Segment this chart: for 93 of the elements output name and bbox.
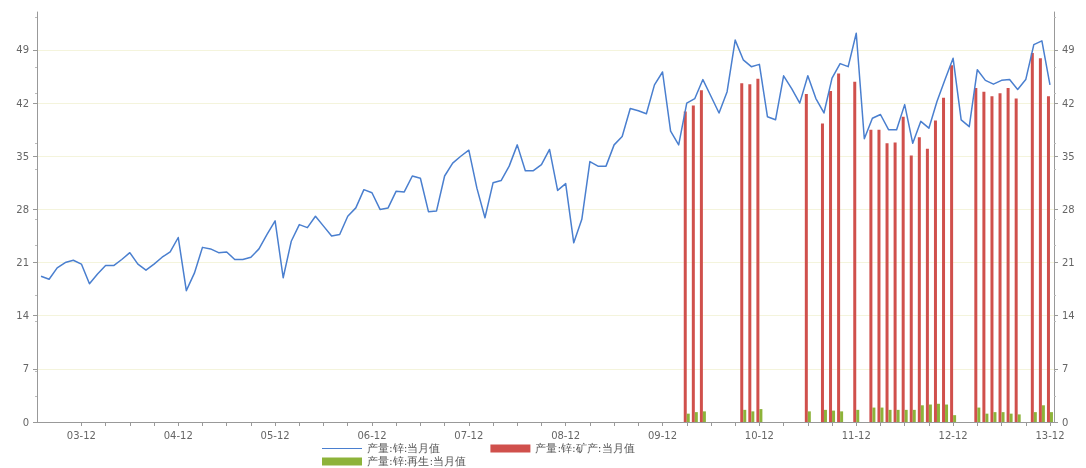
x-tick-label: 10-12 — [744, 429, 774, 441]
y2-tick-label: 35 — [1062, 150, 1075, 162]
bar — [912, 409, 916, 422]
y2-tick-label: 21 — [1062, 257, 1075, 269]
bar — [877, 129, 881, 422]
bar — [702, 411, 706, 422]
bar — [953, 415, 957, 422]
bar — [699, 90, 703, 422]
bar — [691, 105, 695, 422]
bar — [807, 411, 811, 422]
bar — [993, 412, 997, 422]
bar — [977, 407, 981, 422]
bar — [694, 412, 698, 422]
bar — [872, 407, 876, 422]
y2-tick-label: 42 — [1062, 97, 1075, 109]
y-tick-label: 42 — [16, 97, 29, 109]
y-tick-label: 35 — [16, 150, 29, 162]
bar — [904, 409, 908, 422]
bar — [740, 83, 744, 422]
bar — [909, 155, 913, 422]
bar — [832, 410, 836, 422]
x-tick-label: 09-12 — [648, 429, 678, 441]
bar — [856, 409, 860, 422]
bar — [1041, 405, 1045, 422]
y-tick-label: 14 — [16, 310, 29, 322]
legend-label: 产量:锌:矿产:当月值 — [535, 442, 635, 455]
bar — [901, 116, 905, 422]
bar — [1038, 58, 1042, 422]
bar — [942, 97, 946, 422]
legend-label: 产量:锌:当月值 — [367, 442, 441, 455]
bar — [982, 91, 986, 422]
bar — [925, 148, 929, 422]
x-tick-label: 13-12 — [1035, 429, 1065, 441]
bar — [1033, 412, 1037, 422]
bar — [820, 123, 824, 422]
bar — [869, 129, 873, 422]
bar — [893, 142, 897, 422]
x-tick-label: 08-12 — [551, 429, 581, 441]
y2-tick-label: 49 — [1062, 44, 1075, 56]
bar — [945, 404, 949, 422]
bar — [998, 93, 1002, 422]
bar — [759, 409, 763, 422]
x-tick-label: 05-12 — [260, 429, 290, 441]
y2-tick-label: 28 — [1062, 203, 1075, 215]
bar — [885, 143, 889, 422]
x-tick-label: 06-12 — [357, 429, 387, 441]
bar — [1014, 98, 1018, 422]
bar — [950, 65, 954, 422]
bar — [936, 403, 940, 422]
bar — [683, 111, 687, 422]
x-tick-label: 04-12 — [163, 429, 193, 441]
bar — [837, 73, 841, 422]
bar — [853, 81, 857, 422]
bar — [829, 90, 833, 422]
bar — [756, 78, 760, 422]
legend-label: 产量:锌:再生:当月值 — [367, 455, 467, 468]
y2-tick-label: 0 — [1062, 416, 1069, 428]
bar — [748, 84, 752, 422]
bar — [974, 87, 978, 422]
y-tick-label: 21 — [16, 257, 29, 269]
bar — [880, 407, 884, 422]
bar — [933, 120, 937, 422]
y-tick-label: 7 — [22, 363, 29, 375]
bar — [751, 411, 755, 422]
bar — [686, 413, 690, 422]
bar — [928, 404, 932, 422]
bar — [743, 409, 747, 422]
bar — [1009, 413, 1013, 422]
y-tick-label: 0 — [22, 416, 29, 428]
bar — [1006, 87, 1010, 422]
bar — [823, 409, 827, 422]
bar — [896, 409, 900, 422]
x-tick-label: 11-12 — [841, 429, 871, 441]
bar — [1049, 412, 1053, 422]
bar — [920, 405, 924, 422]
bar — [985, 413, 989, 422]
x-tick-label: 03-12 — [66, 429, 96, 441]
bar — [888, 409, 892, 422]
bar — [990, 96, 994, 422]
bar — [804, 94, 808, 422]
x-tick-label: 07-12 — [454, 429, 484, 441]
line-series — [40, 32, 1051, 292]
bar — [1017, 414, 1021, 422]
y-tick-label: 28 — [16, 203, 29, 215]
bar — [1046, 96, 1050, 422]
x-tick-label: 12-12 — [938, 429, 968, 441]
bar — [840, 411, 844, 422]
bar — [1030, 53, 1034, 422]
y-tick-label: 49 — [16, 44, 29, 56]
bar — [1001, 412, 1005, 422]
y2-tick-label: 14 — [1062, 310, 1075, 322]
bar — [917, 137, 921, 422]
y2-tick-label: 7 — [1062, 363, 1069, 375]
